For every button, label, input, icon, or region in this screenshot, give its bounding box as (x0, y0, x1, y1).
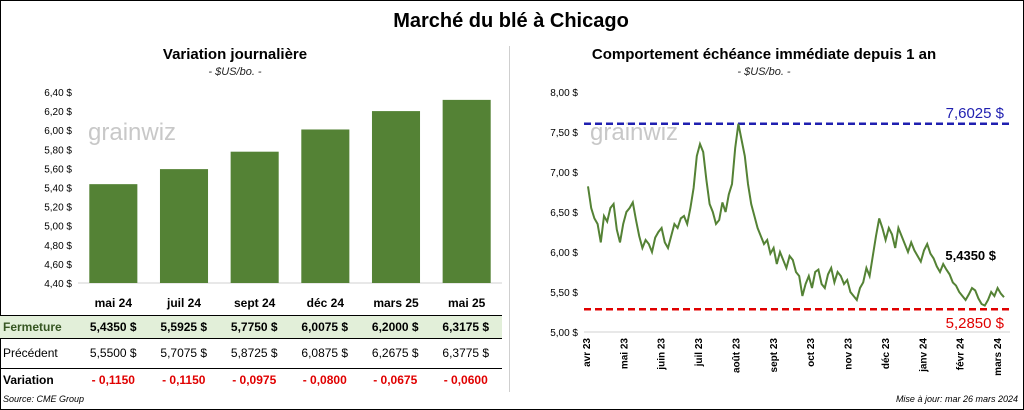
bar-y-tick-label: 5,60 $ (44, 164, 72, 175)
bar-x-tick-label: juil 24 (166, 296, 201, 310)
bar-x-tick-label: mai 25 (448, 296, 486, 310)
line-chart-x-labels: avr 23 mai 23 juin 23 juil 23 août 23 sept 23… (582, 338, 1004, 376)
bar-x-tick-label: déc 24 (307, 296, 345, 310)
cell-prev-may25: 6,3775 $ (442, 346, 490, 360)
bar-y-tick-label: 5,80 $ (44, 145, 72, 156)
bar-chart-x-labels: mai 24 juil 24 sept 24 déc 24 mars 25 mai 25 (95, 296, 486, 310)
bar-y-tick-label: 4,40 $ (44, 279, 72, 290)
line-y-tick-label: 8,00 $ (550, 88, 578, 99)
cell-prev-may24: 5,5500 $ (89, 346, 137, 360)
line-x-tick-label: janv 24 (918, 338, 929, 373)
line-x-tick-label: nov 23 (844, 338, 855, 370)
page-title: Marché du blé à Chicago (393, 10, 629, 32)
bar-4 (371, 111, 421, 283)
row-label-previous: Précédent (3, 346, 58, 360)
line-y-tick-label: 5,00 $ (550, 328, 578, 339)
line-x-tick-label: août 23 (731, 338, 742, 373)
bar-y-tick-label: 4,80 $ (44, 241, 72, 252)
cell-var-mar25: - 0,0675 (373, 373, 418, 387)
bar-y-tick-label: 5,40 $ (44, 184, 72, 195)
source-note: Source: CME Group (3, 394, 85, 404)
cell-close-may24: 5,4350 $ (89, 320, 137, 334)
bar-y-tick-label: 6,40 $ (44, 88, 72, 99)
bar-chart-y-axis: 4,40 $ 4,60 $ 4,80 $ 5,00 $ 5,20 $ 5,40 $ 5,60… (44, 88, 502, 290)
line-chart: grainwiz 5,00 $5,50 $6,00 $6,50 $7,00 $7… (550, 88, 1010, 376)
bar-x-tick-label: mai 24 (95, 296, 133, 310)
bar-y-tick-label: 6,00 $ (44, 126, 72, 137)
cell-close-mar25: 6,2000 $ (371, 320, 419, 334)
cell-prev-jul24: 5,7075 $ (160, 346, 208, 360)
low-value-label: 5,2850 $ (946, 315, 1005, 332)
bar-2 (230, 151, 279, 283)
cell-close-dec24: 6,0075 $ (301, 320, 349, 334)
table-row-previous: Précédent 5,5500 $ 5,7075 $ 5,8725 $ 6,0… (0, 342, 502, 364)
row-label-variation: Variation (3, 373, 54, 387)
high-value-label: 7,6025 $ (946, 105, 1005, 122)
line-chart-y-axis: 5,00 $ 5,50 $ 6,00 $ 6,50 $ 7,00 $ 7,50 $ 8,00… (550, 88, 1010, 339)
update-note: Mise à jour: mar 26 mars 2024 (895, 394, 1018, 404)
bar-1 (159, 169, 209, 283)
cell-prev-dec24: 6,0875 $ (301, 346, 349, 360)
cell-close-jul24: 5,5925 $ (160, 320, 208, 334)
line-y-tick-label: 7,50 $ (550, 128, 578, 139)
bar-chart-bars (89, 99, 491, 283)
cell-var-dec24: - 0,0800 (302, 373, 347, 387)
right-chart-unit: - $US/bo. - (737, 66, 791, 78)
bar-3 (301, 129, 350, 283)
line-x-tick-label: juin 23 (657, 338, 668, 371)
line-chart-reference-lines (584, 122, 1010, 311)
line-x-tick-label: mai 23 (619, 338, 630, 370)
bar-5 (442, 99, 491, 283)
cell-close-may25: 6,3175 $ (442, 320, 490, 334)
bar-y-tick-label: 4,60 $ (44, 260, 72, 271)
bar-y-tick-label: 5,20 $ (44, 203, 72, 214)
bar-chart: grainwiz 4,40 $ 4,60 $ 4,80 $ 5,00 $ 5,20 $ 5… (44, 88, 502, 310)
left-chart-unit: - $US/bo. - (208, 66, 262, 78)
cell-var-jul24: - 0,1150 (162, 373, 206, 387)
line-x-tick-label: oct 23 (806, 338, 817, 367)
price-series-line (587, 123, 1005, 307)
cell-prev-mar25: 6,2675 $ (371, 346, 419, 360)
line-x-tick-label: sept 23 (769, 338, 780, 373)
cell-var-sep24: - 0,0975 (232, 373, 277, 387)
line-y-tick-label: 6,00 $ (550, 248, 578, 259)
bar-x-tick-label: sept 24 (234, 296, 276, 310)
panel-divider (509, 46, 510, 392)
bar-0 (89, 184, 138, 283)
table-row-variation: Variation - 0,1150 - 0,1150 - 0,0975 - 0… (0, 368, 502, 391)
table-row-close: Fermeture 5,4350 $ 5,5925 $ 5,7750 $ 6,0… (0, 315, 502, 339)
line-x-tick-label: avr 23 (582, 338, 593, 367)
line-x-tick-label: févr 24 (956, 338, 967, 371)
line-y-tick-label: 6,50 $ (550, 208, 578, 219)
cell-close-sep24: 5,7750 $ (230, 320, 278, 334)
cell-prev-sep24: 5,8725 $ (230, 346, 278, 360)
left-chart-subtitle: Variation journalière (162, 46, 308, 63)
line-x-tick-label: déc 23 (881, 338, 892, 370)
last-value-label: 5,4350 $ (945, 248, 996, 263)
right-chart-subtitle: Comportement échéance immédiate depuis 1… (591, 46, 937, 63)
row-label-close: Fermeture (3, 320, 62, 334)
bar-y-tick-label: 6,20 $ (44, 107, 72, 118)
watermark-logo: grainwiz (88, 119, 176, 146)
bar-y-tick-label: 5,00 $ (44, 222, 72, 233)
bar-x-tick-label: mars 25 (373, 296, 419, 310)
line-y-tick-label: 7,00 $ (550, 168, 578, 179)
line-x-tick-label: juil 23 (694, 338, 705, 368)
cell-var-may24: - 0,1150 (91, 373, 135, 387)
line-y-tick-label: 5,50 $ (550, 288, 578, 299)
cell-var-may25: - 0,0600 (443, 373, 488, 387)
line-x-tick-label: mars 24 (993, 338, 1004, 376)
